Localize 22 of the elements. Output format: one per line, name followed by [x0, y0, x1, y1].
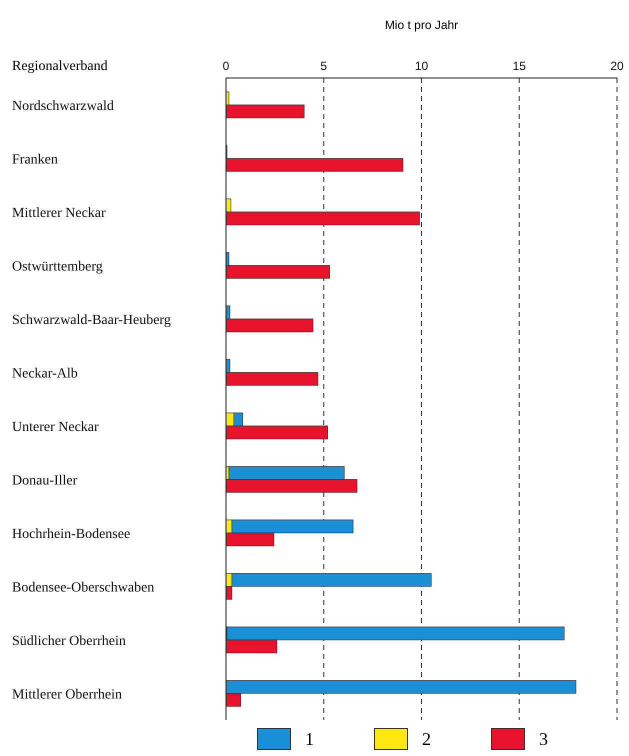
y-axis-title: Regionalverband [12, 59, 108, 75]
legend-label: 2 [422, 728, 431, 750]
x-tick-label: 5 [320, 59, 328, 73]
x-axis-title: Mio t pro Jahr [384, 18, 460, 32]
y-tick-label: Mittlerer Neckar [12, 206, 106, 221]
y-tick-label: Nordschwarzwald [12, 98, 114, 114]
x-tick-label: 20 [610, 59, 624, 73]
y-tick-label: Bodensee-Oberschwaben [12, 580, 154, 596]
y-tick-label: Schwarzwald-Baar-Heuberg [12, 312, 171, 328]
y-tick-label: Mittlerer Oberrhein [12, 687, 122, 702]
x-tick-label: 15 [512, 59, 526, 73]
y-tick-label: Neckar-Alb [12, 366, 78, 382]
legend-label: 3 [539, 728, 548, 750]
x-tick-label: 0 [222, 59, 230, 73]
y-tick-label: Hochrhein-Bodensee [12, 526, 130, 542]
y-tick-label: Donau-Iller [12, 473, 78, 488]
y-tick-label: Unterer Neckar [12, 420, 100, 435]
legend-label: 1 [305, 728, 314, 750]
y-tick-label: Ostwürttemberg [12, 259, 103, 274]
x-tick-label: 10 [414, 59, 428, 73]
y-tick-label: Franken [12, 152, 58, 168]
y-tick-label: Südlicher Oberrhein [12, 634, 126, 649]
